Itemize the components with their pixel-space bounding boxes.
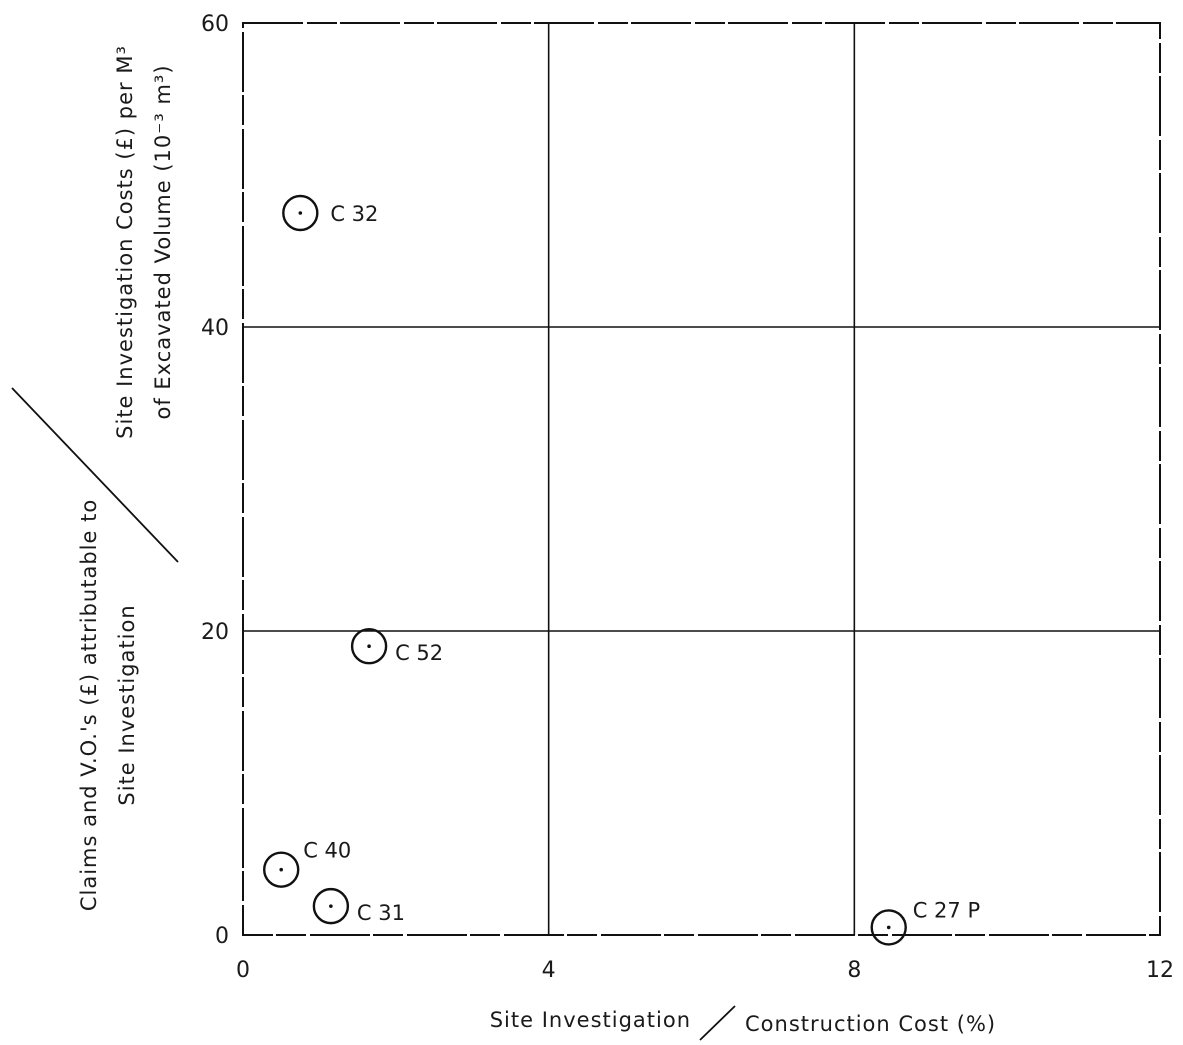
point-marker-ring	[282, 194, 319, 232]
y-tick-label: 60	[201, 12, 229, 37]
x-tick-label: 0	[236, 958, 250, 983]
x-tick-label: 4	[542, 958, 556, 983]
data-point: C 32	[282, 194, 378, 232]
x-axis-label-numerator: Site Investigation	[490, 1008, 691, 1032]
data-point: C 31	[312, 887, 405, 925]
x-axis-label-denominator: Construction Cost (%)	[745, 1012, 996, 1036]
point-label: C 31	[357, 901, 405, 925]
x-axis-label-slash	[699, 1005, 736, 1041]
grid-lines	[243, 23, 1160, 935]
tick-labels: 0 4 8 12 0 20 40 60	[201, 12, 1174, 983]
y-tick-label: 0	[215, 924, 229, 949]
y-axis-label-slash	[11, 387, 179, 563]
y-tick-label: 40	[201, 316, 229, 341]
data-points: C 32 C 52 C 40 C 31 C 27 P	[263, 194, 980, 946]
point-label: C 32	[330, 202, 378, 226]
point-marker-dot	[329, 904, 333, 908]
point-label: C 27 P	[913, 898, 980, 922]
point-marker-dot	[886, 925, 891, 930]
x-tick-label: 12	[1146, 958, 1174, 983]
point-marker-ring	[312, 887, 350, 925]
y-axis-label-denominator-line-2: of Excavated Volume (10⁻³ m³)	[151, 64, 175, 419]
y-axis-label-numerator-line-2: Site Investigation	[115, 604, 139, 805]
point-marker-ring	[350, 628, 388, 665]
point-marker-ring	[263, 851, 300, 888]
data-point: C 27 P	[870, 898, 980, 946]
plot-frame	[242, 22, 1161, 936]
y-axis-label-numerator-line-1: Claims and V.O.'s (£) attributable to	[77, 499, 101, 911]
point-marker-dot	[367, 644, 371, 648]
point-label: C 40	[303, 839, 351, 863]
point-marker-dot	[279, 867, 284, 872]
data-point: C 52	[350, 628, 443, 665]
y-tick-label: 20	[201, 620, 229, 645]
y-axis-label-denominator-line-1: Site Investigation Costs (£) per M³	[113, 45, 137, 439]
point-marker-ring	[870, 909, 907, 946]
point-label: C 52	[395, 641, 443, 665]
x-tick-label: 8	[847, 958, 861, 983]
data-point: C 40	[263, 839, 351, 888]
point-marker-dot	[298, 211, 303, 215]
